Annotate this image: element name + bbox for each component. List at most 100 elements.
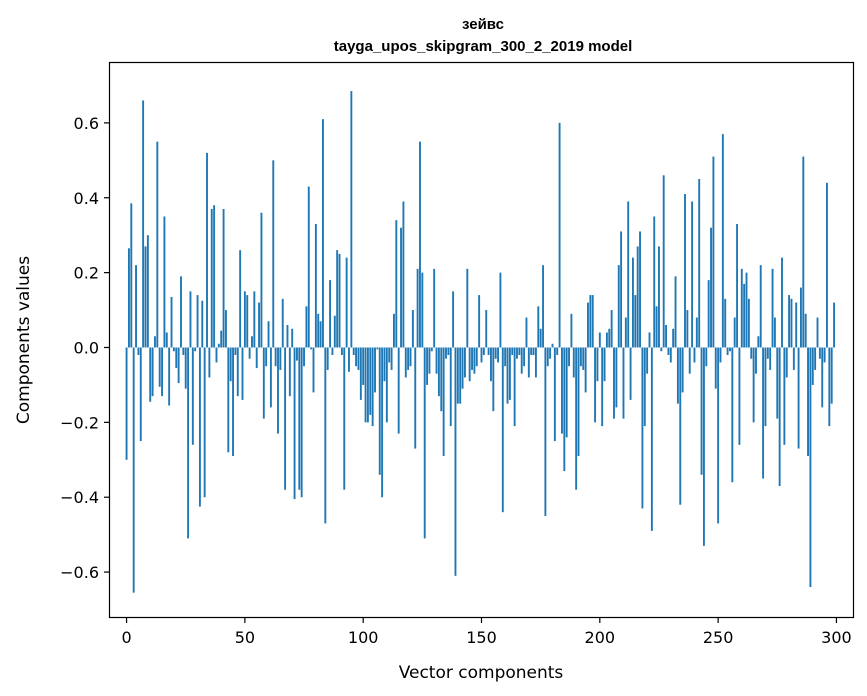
x-tick-label: 150 [466,628,497,647]
bar-126 [423,347,426,539]
bar-78 [310,347,313,350]
bar-295 [823,347,826,363]
bar-247 [710,227,712,348]
bar-288 [807,347,809,457]
bar-55 [255,347,258,369]
bar-105 [374,347,376,393]
bar-47 [236,347,239,397]
bar-200 [598,332,601,348]
bar-39 [217,343,220,348]
bar-18 [168,347,171,406]
bar-202 [603,347,606,382]
bar-60 [267,321,270,348]
bar-238 [688,347,691,374]
bar-182 [556,347,559,355]
bar-17 [165,332,168,348]
x-tick-label: 250 [703,628,734,647]
bar-175 [539,328,542,348]
bar-23 [180,276,182,348]
bar-101 [364,347,367,423]
bar-225 [658,246,660,348]
bar-205 [610,310,613,348]
bar-169 [525,317,528,348]
bar-92 [343,347,346,490]
bar-290 [811,347,814,385]
bar-183 [558,122,561,348]
bar-226 [660,347,663,352]
bar-68 [286,325,289,348]
bar-64 [277,347,279,434]
bar-61 [269,347,272,408]
bar-260 [740,268,743,348]
bar-150 [480,347,483,363]
bar-155 [492,347,495,412]
bar-90 [338,253,341,348]
bar-174 [537,306,540,348]
bar-1 [127,248,130,348]
x-tick-label: 200 [585,628,616,647]
bar-24 [182,347,185,355]
bar-209 [620,231,623,348]
bar-293 [818,347,821,359]
bar-241 [695,317,698,348]
bar-13 [156,141,159,348]
bar-170 [527,347,530,378]
bar-65 [279,347,282,370]
bar-67 [284,347,287,490]
bar-12 [154,336,156,348]
bar-186 [565,347,568,438]
bar-69 [288,347,291,397]
bar-257 [733,317,736,348]
bar-95 [350,91,353,348]
bar-57 [260,212,263,348]
bar-188 [570,313,573,348]
bar-114 [395,220,398,348]
bar-193 [582,347,585,370]
bar-162 [508,347,511,400]
bar-122 [414,347,417,449]
bar-233 [676,347,679,404]
bar-272 [769,347,772,370]
bar-15 [161,347,163,397]
bar-70 [291,328,294,348]
bar-270 [764,347,767,427]
bar-197 [591,295,594,348]
x-tick-label: 0 [121,628,131,647]
bar-115 [397,347,400,434]
bar-292 [816,317,819,348]
bar-248 [712,156,715,348]
x-tick-label: 100 [348,628,379,647]
bar-125 [421,272,424,348]
bar-73 [298,347,301,490]
bar-158 [499,272,502,348]
bar-268 [759,265,762,348]
bar-185 [563,347,566,472]
bar-176 [542,265,544,348]
bar-145 [468,347,471,382]
x-tick-label: 50 [235,628,255,647]
bar-215 [634,295,637,348]
bar-79 [312,347,315,393]
bar-184 [561,347,563,434]
bar-7 [142,100,145,348]
bar-251 [719,347,722,363]
bar-20 [172,347,175,352]
bar-171 [530,347,533,355]
bar-48 [239,250,242,348]
bar-167 [520,347,523,374]
bar-216 [636,246,639,348]
bar-163 [511,347,514,355]
bar-22 [177,347,180,384]
bar-149 [478,295,481,348]
bar-34 [206,152,208,348]
bar-179 [549,347,552,359]
bar-287 [804,313,807,348]
bar-261 [743,283,746,348]
bar-124 [419,141,421,348]
bar-195 [587,302,589,348]
bar-190 [575,347,578,490]
bar-45 [232,347,234,457]
bar-26 [187,347,190,539]
bar-243 [700,347,703,475]
